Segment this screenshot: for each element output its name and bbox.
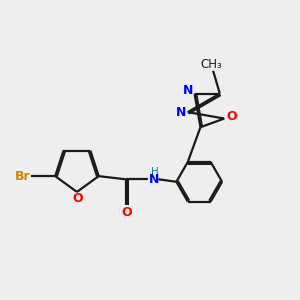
Text: H: H (152, 167, 159, 177)
Text: Br: Br (15, 169, 30, 183)
Text: CH₃: CH₃ (201, 58, 222, 71)
Text: O: O (226, 110, 236, 124)
Text: N: N (148, 173, 159, 186)
Text: O: O (72, 192, 83, 206)
Text: N: N (176, 106, 186, 118)
Text: O: O (121, 206, 132, 219)
Text: N: N (183, 84, 194, 97)
